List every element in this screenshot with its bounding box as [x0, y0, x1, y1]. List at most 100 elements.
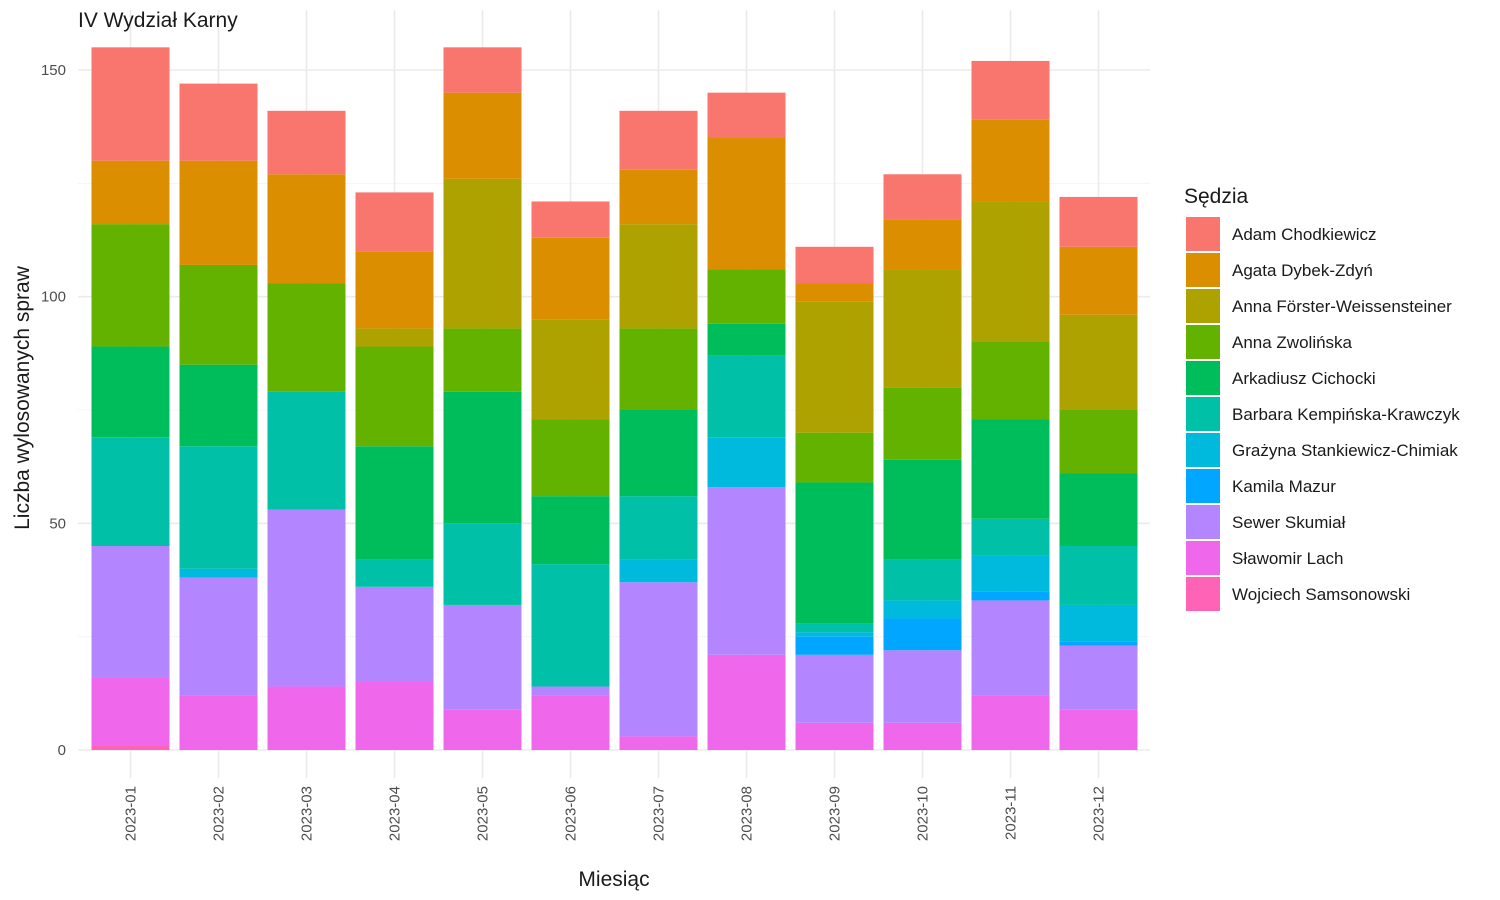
bar-segment	[707, 138, 786, 270]
bar-segment	[443, 523, 522, 605]
bar-segment	[1059, 196, 1138, 247]
legend-label: Wojciech Samsonowski	[1232, 585, 1410, 604]
bar-segment	[883, 618, 962, 651]
bar-segment	[971, 419, 1050, 519]
bar-segment	[531, 686, 610, 696]
legend-key	[1186, 541, 1220, 575]
bar-segment	[179, 364, 258, 447]
x-tick-label: 2023-08	[739, 786, 756, 841]
bar-segment	[267, 174, 346, 284]
bar-segment	[1059, 546, 1138, 605]
bar-segment	[443, 328, 522, 392]
legend-label: Sewer Skumiał	[1232, 513, 1346, 532]
bar-segment	[619, 110, 698, 170]
legend-label: Adam Chodkiewicz	[1232, 225, 1377, 244]
bar-segment	[795, 301, 874, 433]
x-tick-label: 2023-12	[1091, 786, 1108, 841]
bar-segment	[531, 237, 610, 320]
x-tick-label: 2023-06	[563, 786, 580, 841]
bar-segment	[795, 654, 874, 723]
bar-segment	[91, 677, 170, 746]
bar-segment	[91, 745, 170, 750]
bar-segment	[179, 83, 258, 161]
legend-key	[1186, 217, 1220, 251]
bar-segment	[531, 564, 610, 687]
bar-segment	[795, 246, 874, 284]
bar-segment	[91, 224, 170, 347]
bar-segment	[707, 269, 786, 324]
bar-segment	[707, 437, 786, 488]
bar-segment	[1059, 314, 1138, 410]
bar-segment	[91, 346, 170, 438]
y-tick-label: 0	[58, 742, 66, 759]
bar-segment	[619, 582, 698, 737]
legend-key	[1186, 361, 1220, 395]
legend-label: Agata Dybek-Zdyń	[1232, 261, 1373, 280]
bar-segment	[971, 60, 1050, 120]
bar-segment	[1059, 246, 1138, 315]
plot-title: IV Wydział Karny	[78, 9, 238, 32]
bar-segment	[883, 650, 962, 723]
legend-label: Anna Zwolińska	[1232, 333, 1353, 352]
legend-key	[1186, 433, 1220, 467]
y-tick-label: 150	[41, 62, 66, 79]
bar-segment	[795, 432, 874, 483]
x-axis-title: Miesiąc	[578, 868, 649, 891]
bar-segment	[883, 600, 962, 619]
bar-segment	[443, 92, 522, 179]
bar-segment	[795, 482, 874, 624]
bar-segment	[443, 391, 522, 524]
bar-segment	[707, 654, 786, 750]
bar-segment	[443, 47, 522, 93]
bar-segment	[267, 283, 346, 392]
legend-key	[1186, 289, 1220, 323]
bar-segment	[267, 509, 346, 687]
bar-segment	[91, 160, 170, 225]
bar-segment	[971, 119, 1050, 202]
bar-segment	[267, 110, 346, 175]
bar-segment	[355, 559, 434, 587]
bar-segment	[971, 591, 1050, 601]
bar-segment	[971, 600, 1050, 696]
bar-segment	[267, 686, 346, 750]
bar-segment	[619, 169, 698, 225]
legend: Sędzia Adam Chodkiewicz Agata Dybek-Zdyń A…	[1184, 185, 1460, 611]
bars	[91, 47, 1138, 750]
bar-segment	[795, 632, 874, 637]
bar-segment	[883, 219, 962, 270]
bar-segment	[355, 328, 434, 347]
x-tick-label: 2023-01	[123, 786, 140, 841]
bar-segment	[619, 328, 698, 410]
legend-key	[1186, 505, 1220, 539]
bar-segment	[91, 546, 170, 678]
bar-segment	[883, 559, 962, 601]
y-axis-title: Liczba wylosowanych spraw	[11, 265, 34, 530]
bar-segment	[971, 342, 1050, 420]
x-tick-label: 2023-07	[651, 786, 668, 841]
legend-key	[1186, 397, 1220, 431]
legend-key	[1186, 577, 1220, 611]
bar-segment	[883, 269, 962, 388]
bar-segment	[619, 736, 698, 750]
bar-segment	[1059, 410, 1138, 474]
bar-segment	[179, 568, 258, 578]
x-tick-label: 2023-09	[827, 786, 844, 841]
bar-segment	[883, 722, 962, 750]
bar-segment	[179, 695, 258, 750]
bar-segment	[531, 496, 610, 565]
x-tick-label: 2023-04	[387, 786, 404, 841]
bar-segment	[91, 437, 170, 546]
bar-segment	[619, 410, 698, 497]
bar-segment	[707, 92, 786, 138]
bar-segment	[179, 446, 258, 569]
bar-segment	[795, 636, 874, 655]
bar-segment	[443, 178, 522, 329]
bar-segment	[443, 709, 522, 750]
bar-segment	[179, 264, 258, 365]
bar-segment	[707, 355, 786, 438]
bar-segment	[1059, 641, 1138, 646]
bar-segment	[179, 577, 258, 696]
bar-segment	[355, 251, 434, 329]
